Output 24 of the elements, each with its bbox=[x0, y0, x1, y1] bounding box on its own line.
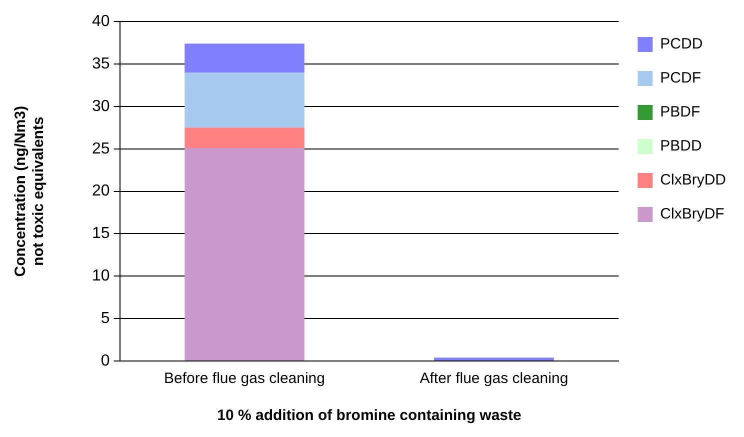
x-axis-title: 10 % addition of bromine containing waste bbox=[217, 407, 522, 424]
bar bbox=[184, 128, 304, 148]
legend-label: ClxBryDF bbox=[660, 206, 724, 223]
y-tick-label: 20 bbox=[92, 182, 110, 200]
y-tick-label: 15 bbox=[92, 225, 110, 242]
y-tick-label: 25 bbox=[92, 140, 110, 158]
bar bbox=[184, 44, 304, 73]
y-tick-label: 5 bbox=[100, 310, 110, 327]
legend-label: PBDD bbox=[660, 138, 702, 155]
y-tick-label: 40 bbox=[92, 13, 110, 30]
y-tick-label: 30 bbox=[92, 98, 110, 115]
legend-label: PCDF bbox=[660, 70, 702, 87]
bar bbox=[434, 358, 554, 360]
x-tick-label: After flue gas cleaning bbox=[420, 370, 568, 388]
y-tick-label: 35 bbox=[92, 55, 110, 72]
y-tick-label: 0 bbox=[100, 352, 110, 370]
legend-label: PCDD bbox=[660, 36, 703, 53]
y-axis-title: Concentration (ng/Nm3) not toxic equivalents bbox=[12, 106, 48, 277]
legend-label: PBDF bbox=[660, 104, 700, 121]
x-tick-label: Before flue gas cleaning bbox=[164, 370, 325, 388]
bar bbox=[184, 72, 304, 128]
legend-label: ClxBryDD bbox=[660, 172, 726, 189]
bar bbox=[184, 148, 304, 360]
y-tick-label: 10 bbox=[92, 268, 110, 285]
